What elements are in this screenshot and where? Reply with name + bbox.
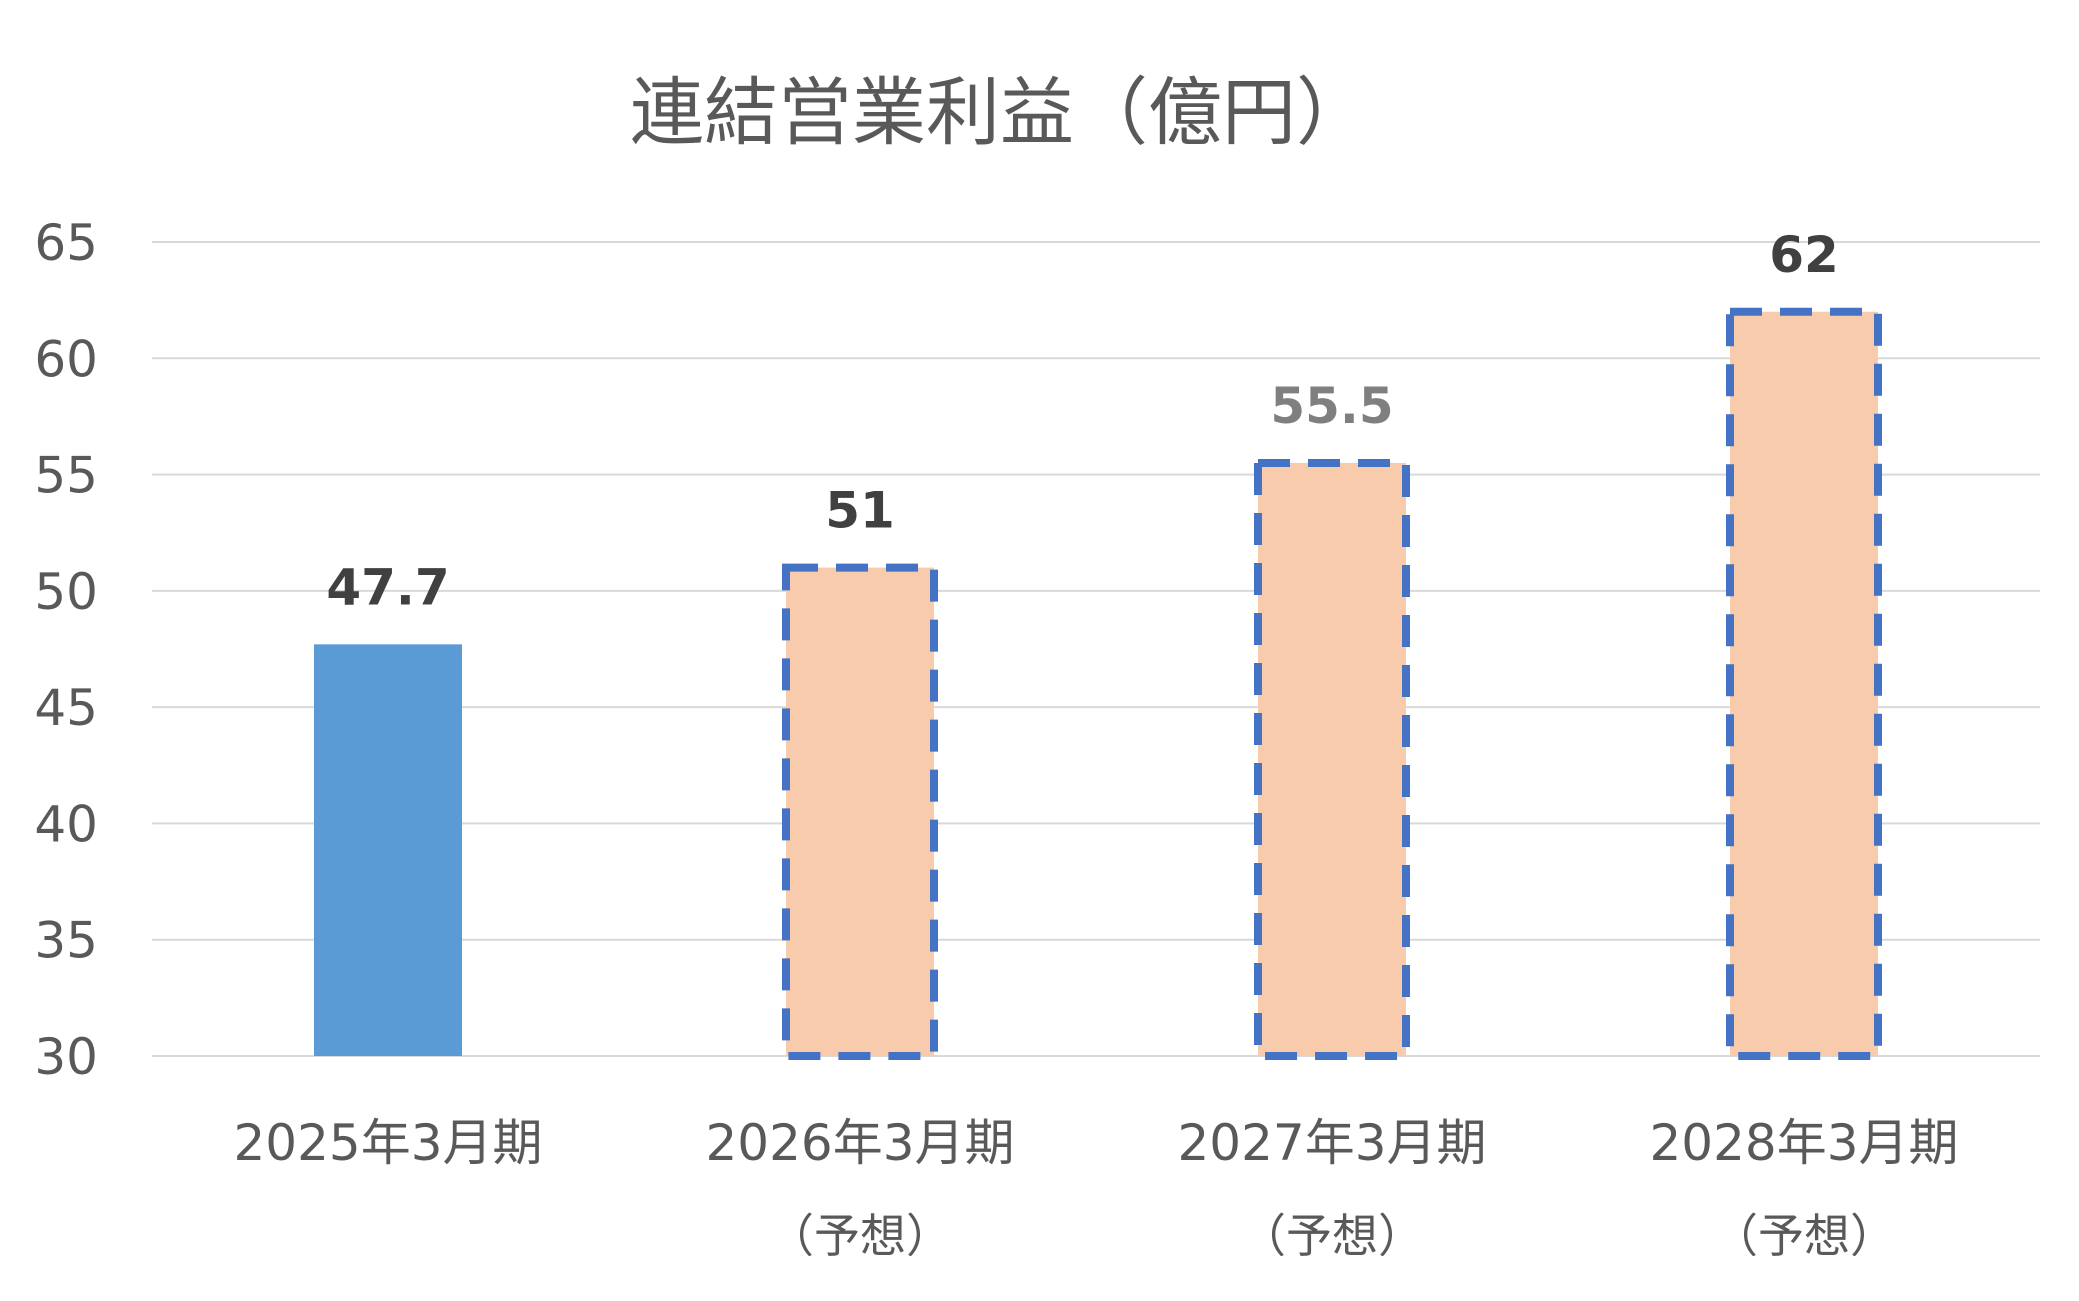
bars [314,307,1882,1060]
y-tick-label: 65 [34,214,98,272]
x-tick-label: 2026年3月期 [705,1114,1014,1172]
chart-title: 連結営業利益（億円） [630,70,1370,156]
y-tick-label: 60 [34,330,98,388]
x-tick-sublabel: （予想） [768,1209,952,1263]
x-tick-label: 2028年3月期 [1649,1114,1958,1172]
x-tick-label: 2025年3月期 [233,1114,542,1172]
y-axis-ticks: 30 35 40 45 50 55 60 65 [34,214,98,1086]
x-axis-ticks: 2025年3月期 2026年3月期 （予想） 2027年3月期 （予想） 2028年3月期… [233,1114,1958,1263]
data-labels: 47.7 51 55.5 62 [326,226,1838,617]
y-tick-label: 30 [34,1028,98,1086]
y-tick-label: 45 [34,679,98,737]
actual-bar [314,644,462,1056]
y-tick-label: 40 [34,795,98,853]
gridlines [152,241,2040,1057]
data-label: 62 [1769,226,1839,284]
x-tick-sublabel: （予想） [1712,1209,1896,1263]
forecast-bar [1254,458,1410,1060]
data-label: 51 [825,482,895,540]
data-label: 55.5 [1270,377,1393,435]
y-tick-label: 35 [34,912,98,970]
x-tick-sublabel: （予想） [1240,1209,1424,1263]
data-label: 47.7 [326,558,449,616]
y-tick-label: 55 [34,447,98,505]
x-tick-label: 2027年3月期 [1177,1114,1486,1172]
forecast-bar [782,563,938,1060]
y-tick-label: 50 [34,563,98,621]
forecast-bar [1726,307,1882,1060]
